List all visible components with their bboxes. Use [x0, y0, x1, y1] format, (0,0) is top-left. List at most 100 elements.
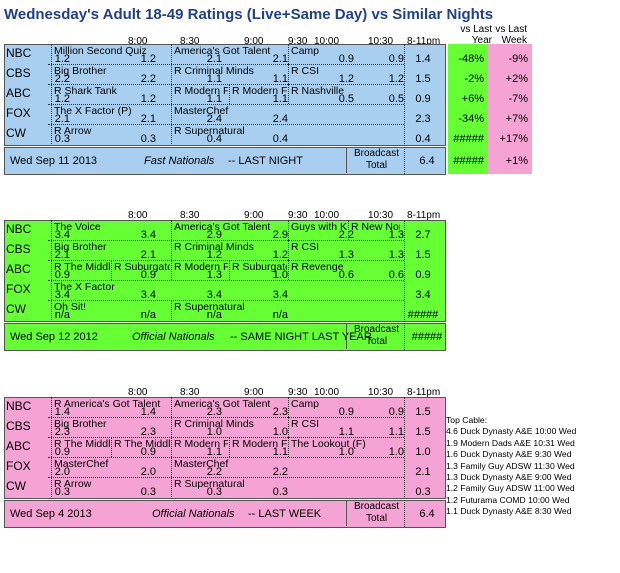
- rating-value: 2.1: [140, 249, 156, 261]
- network-label: FOX: [6, 459, 31, 473]
- rating-value: 2.9: [272, 229, 288, 241]
- col-header: 10:30: [368, 210, 394, 221]
- top-cable-heading: Top Cable:: [446, 415, 488, 425]
- rating-value: 1.2: [54, 93, 70, 105]
- program-name: Oh Sit!: [54, 301, 87, 313]
- col-header-8-30: 8:30: [180, 36, 200, 47]
- col-header: 10:00: [314, 210, 340, 221]
- rating-value: 3.4: [54, 229, 70, 241]
- show-divider: [111, 260, 112, 280]
- rating-value: 2.2: [54, 73, 70, 85]
- program-name: Million Second Quiz: [54, 45, 147, 57]
- show-divider: [288, 437, 289, 457]
- rating-value: 2.3: [206, 406, 222, 418]
- ratings-panel-tonight: NBC Million Second Quiz America's Got Tale…: [4, 44, 604, 175]
- show-divider: [171, 44, 172, 64]
- rating-value: 1.4: [140, 406, 156, 418]
- rating-value: 0.9: [338, 53, 354, 65]
- top-cable-item: 1.2 Futurama COMD 10:00 Wed: [446, 494, 570, 505]
- row-divider: [48, 124, 404, 125]
- program-name: America's Got Talent: [174, 221, 271, 233]
- row-divider: [48, 104, 404, 105]
- broadcast-total-box: [346, 147, 405, 173]
- total-rating: 1.4: [415, 53, 431, 65]
- program-name: Big Brother: [54, 418, 107, 430]
- program-name: The Lookout (F): [291, 438, 366, 450]
- program-name: Camp: [291, 398, 320, 410]
- show-divider: [171, 84, 172, 104]
- rating-value: 3.4: [140, 289, 156, 301]
- rating-value: 1.2: [338, 73, 354, 85]
- rating-value: 1.1: [206, 73, 222, 85]
- show-divider: [51, 437, 52, 457]
- row-divider: [48, 64, 404, 65]
- total-rating: 2.1: [415, 466, 431, 478]
- total-column-divider: [404, 220, 405, 350]
- program-name: R Criminal Minds: [174, 241, 254, 253]
- top-cable-item: 1.9 Modern Dads A&E 10:31 Wed: [446, 437, 575, 448]
- program-name: America's Got Talent: [174, 398, 271, 410]
- show-divider: [51, 84, 52, 104]
- rating-value: 2.2: [206, 466, 222, 478]
- show-divider: [171, 104, 172, 124]
- rating-value: 1.0: [272, 269, 288, 281]
- program-name: R Revenge: [291, 261, 344, 273]
- program-name: Camp: [291, 45, 320, 57]
- total-rating: 1.5: [415, 73, 431, 85]
- rating-value: 0.4: [272, 133, 288, 145]
- footer-note: -- SAME NIGHT LAST YEAR: [230, 331, 372, 343]
- show-divider: [288, 44, 289, 64]
- rating-value: 0.9: [388, 406, 404, 418]
- row-divider: [48, 260, 404, 261]
- show-divider: [229, 260, 230, 280]
- rating-value: 0.6: [338, 269, 354, 281]
- panel-background: [4, 397, 446, 499]
- rating-value: 1.3: [388, 229, 404, 241]
- rating-value: 1.1: [272, 73, 288, 85]
- program-name: R Nashville: [291, 85, 345, 97]
- rating-value: n/a: [272, 309, 288, 321]
- show-divider: [51, 240, 52, 260]
- ratings-panel-last_week: NBC R America's Got Talent America's Got T…: [4, 397, 604, 528]
- program-name: Guys with Kic: [291, 221, 347, 233]
- program-name: R CSI: [291, 418, 320, 430]
- show-divider: [171, 417, 172, 437]
- footer-date: Wed Sep 11 2013: [10, 155, 98, 167]
- rating-value: 2.3: [54, 426, 70, 438]
- rating-value: n/a: [206, 309, 222, 321]
- program-name: R Supernatural: [174, 478, 245, 490]
- rating-value: 1.2: [272, 249, 288, 261]
- rating-value: 1.0: [206, 426, 222, 438]
- program-name: R Modern Far: [232, 85, 287, 97]
- rating-value: 0.9: [54, 269, 70, 281]
- broadcast-label: Broadcast: [354, 501, 400, 512]
- program-name: R The Middle: [114, 438, 170, 450]
- rating-value: 1.0: [338, 446, 354, 458]
- top-cable-item: 1.2 Family Guy ADSW 11:00 Wed: [446, 483, 575, 494]
- rating-value: 2.4: [206, 113, 222, 125]
- panel-footer: [4, 147, 446, 175]
- rating-value: 2.1: [140, 113, 156, 125]
- vs-last-year-column: [448, 44, 488, 174]
- rating-value: 0.9: [388, 53, 404, 65]
- program-name: R Criminal Minds: [174, 65, 254, 77]
- total-label: Total: [366, 160, 388, 171]
- rating-value: 0.5: [338, 93, 354, 105]
- row-divider: [48, 417, 404, 418]
- program-name: R Suburgator: [232, 261, 287, 273]
- footer-source: Fast Nationals: [144, 155, 215, 167]
- show-divider: [171, 124, 172, 144]
- network-label: CBS: [6, 419, 31, 433]
- total-column-divider: [404, 397, 405, 527]
- broadcast-total-value: #####: [411, 331, 443, 343]
- rating-value: 2.3: [140, 426, 156, 438]
- row-divider: [48, 437, 404, 438]
- vs-last-week-value: +17%: [499, 133, 528, 145]
- footer-date: Wed Sep 12 2012: [10, 331, 98, 343]
- program-name: MasterChef: [174, 105, 229, 117]
- row-divider: [48, 280, 404, 281]
- network-label: ABC: [6, 86, 31, 100]
- program-name: R Supernatural: [174, 301, 245, 313]
- row-divider: [48, 240, 404, 241]
- program-name: The X Factor (P): [54, 105, 132, 117]
